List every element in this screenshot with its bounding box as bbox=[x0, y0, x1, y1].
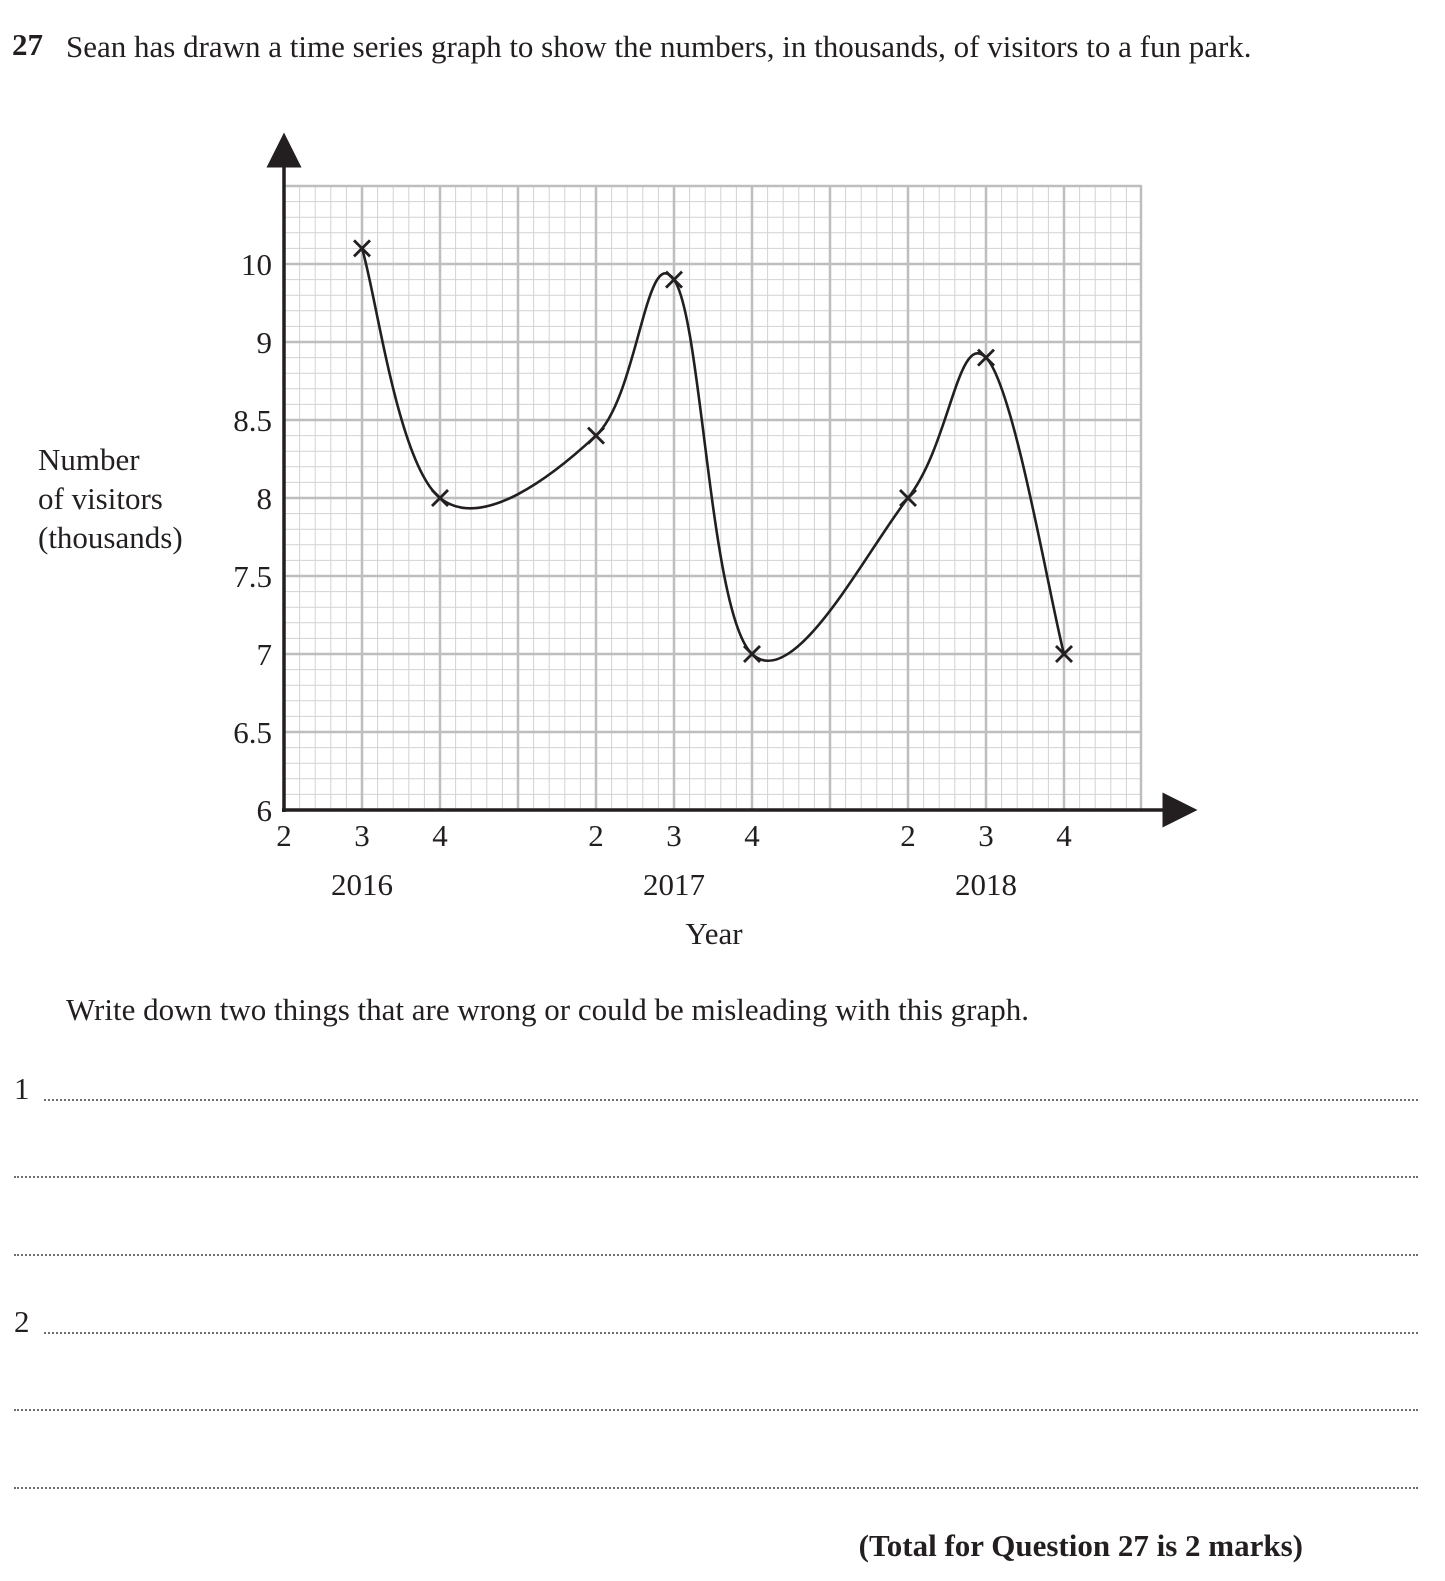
data-point-cross bbox=[431, 489, 449, 507]
answer-line[interactable] bbox=[14, 1254, 1418, 1256]
x-tick-label: 3 bbox=[666, 818, 682, 853]
y-tick-label: 10 bbox=[241, 247, 272, 282]
series-curve bbox=[360, 248, 1066, 663]
x-tick-label: 3 bbox=[978, 818, 994, 853]
answer-line[interactable] bbox=[44, 1332, 1418, 1334]
x-tick-labels: 2 3 4 2 3 4 2 3 4 bbox=[276, 818, 1072, 853]
data-point-cross bbox=[1055, 645, 1073, 663]
x-tick-label: 2 bbox=[900, 818, 916, 853]
x-tick-label: 2 bbox=[588, 818, 604, 853]
x-tick-label: 4 bbox=[432, 818, 448, 853]
year-label: 2016 bbox=[331, 867, 393, 902]
y-axis-label-line: of visitors bbox=[38, 481, 163, 516]
total-marks: (Total for Question 27 is 2 marks) bbox=[858, 1528, 1303, 1563]
question-text: Sean has drawn a time series graph to sh… bbox=[66, 29, 1252, 64]
x-axis-label: Year bbox=[685, 916, 743, 951]
answer-line-number: 1 bbox=[14, 1071, 30, 1106]
year-label: 2017 bbox=[643, 867, 705, 902]
y-tick-label: 6 bbox=[257, 793, 273, 828]
data-markers bbox=[353, 239, 1073, 663]
data-point-cross bbox=[899, 489, 917, 507]
data-point-cross bbox=[665, 270, 683, 289]
year-labels: 2016 2017 2018 bbox=[331, 867, 1017, 902]
data-point-cross bbox=[353, 239, 371, 258]
x-tick-label: 2 bbox=[276, 818, 292, 853]
y-tick-label: 8 bbox=[257, 481, 273, 516]
year-label: 2018 bbox=[955, 867, 1017, 902]
y-tick-label: 7 bbox=[257, 637, 273, 672]
y-axis-label: Number of visitors (thousands) bbox=[38, 442, 183, 555]
instruction-text: Write down two things that are wrong or … bbox=[66, 992, 1030, 1027]
question-number: 27 bbox=[12, 27, 43, 62]
answer-line[interactable] bbox=[14, 1487, 1418, 1489]
data-point-cross bbox=[587, 426, 605, 445]
y-tick-labels: 6 6.5 7 7.5 8 8.5 9 10 bbox=[233, 247, 272, 828]
data-point-cross bbox=[977, 348, 995, 367]
time-series-graph: 6 6.5 7 7.5 8 8.5 9 10 2 3 4 2 3 4 2 3 4 2016 2017 2018 N… bbox=[38, 132, 1198, 951]
y-tick-label: 8.5 bbox=[233, 403, 272, 438]
data-point-cross bbox=[743, 645, 761, 663]
answer-line[interactable] bbox=[14, 1409, 1418, 1411]
y-tick-label: 9 bbox=[257, 325, 273, 360]
y-axis-label-line: Number bbox=[38, 442, 140, 477]
y-axis-label-line: (thousands) bbox=[38, 520, 183, 555]
answer-line-number: 2 bbox=[14, 1304, 30, 1339]
axes bbox=[266, 132, 1198, 828]
answer-line[interactable] bbox=[44, 1099, 1418, 1101]
y-tick-label: 6.5 bbox=[233, 715, 272, 750]
x-tick-label: 3 bbox=[354, 818, 370, 853]
answer-line[interactable] bbox=[14, 1176, 1418, 1178]
x-tick-label: 4 bbox=[1056, 818, 1072, 853]
x-tick-label: 4 bbox=[744, 818, 760, 853]
y-tick-label: 7.5 bbox=[233, 559, 272, 594]
